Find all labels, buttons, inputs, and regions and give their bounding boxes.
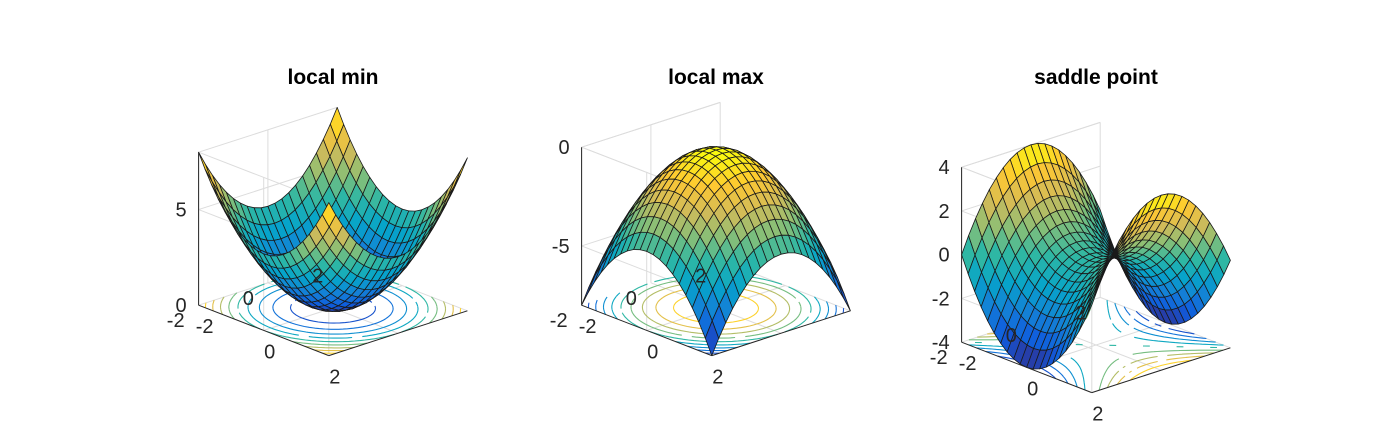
chart-title: local max bbox=[668, 66, 764, 89]
surface-mesh bbox=[961, 142, 1231, 370]
y-tick-label: -2 bbox=[550, 310, 568, 332]
x-tick-label: 0 bbox=[647, 341, 658, 363]
z-tick-label: 4 bbox=[938, 157, 949, 179]
surface-patch bbox=[321, 202, 337, 228]
x-tick-label: 0 bbox=[264, 341, 275, 363]
chart-title: saddle point bbox=[1034, 66, 1158, 89]
y-tick-label: 2 bbox=[1075, 302, 1086, 324]
x-tick-label: 2 bbox=[712, 367, 723, 389]
grid-line bbox=[581, 101, 721, 148]
y-tick-label: 0 bbox=[626, 288, 637, 310]
x-axis bbox=[581, 304, 712, 357]
z-tick-label: 2 bbox=[938, 201, 949, 223]
x-tick-label: -2 bbox=[959, 353, 977, 375]
z-tick-label: -2 bbox=[932, 288, 950, 310]
subplot-local-max: local max -5 0 -2 0 2 -2 0 2 bbox=[550, 66, 851, 389]
surface-patch bbox=[1084, 285, 1100, 320]
y-tick-label: 0 bbox=[1006, 325, 1017, 347]
y-axis bbox=[328, 310, 468, 357]
z-tick-label: 0 bbox=[938, 245, 949, 267]
z-tick-label: 5 bbox=[175, 200, 186, 222]
axes: 05-202-202 bbox=[167, 152, 468, 389]
x-tick-label: -2 bbox=[196, 316, 214, 338]
axes: -5 0 -2 0 2 -2 0 2 bbox=[550, 137, 851, 389]
y-tick-label: -2 bbox=[167, 310, 185, 332]
x-axis bbox=[961, 341, 1092, 394]
z-tick-label: 0 bbox=[558, 137, 569, 159]
y-tick-label: -2 bbox=[930, 347, 948, 369]
x-tick-label: 2 bbox=[329, 367, 340, 389]
y-tick-label: 2 bbox=[695, 265, 706, 287]
surface-patch bbox=[205, 164, 220, 193]
x-tick-label: 2 bbox=[1092, 404, 1103, 426]
y-tick-label: 0 bbox=[243, 288, 254, 310]
chart-title: local min bbox=[287, 66, 378, 89]
z-tick-label: 0 bbox=[175, 295, 186, 317]
y-tick-label: 2 bbox=[312, 265, 323, 287]
surface-mesh bbox=[198, 107, 468, 312]
x-axis bbox=[198, 304, 329, 357]
z-tick-label: -4 bbox=[932, 332, 950, 354]
surface-mesh bbox=[581, 146, 851, 357]
y-axis bbox=[711, 310, 851, 357]
x-tick-label: -2 bbox=[579, 316, 597, 338]
z-tick-label: -5 bbox=[552, 236, 570, 258]
y-axis bbox=[1091, 347, 1231, 394]
x-tick-label: 0 bbox=[1027, 378, 1038, 400]
